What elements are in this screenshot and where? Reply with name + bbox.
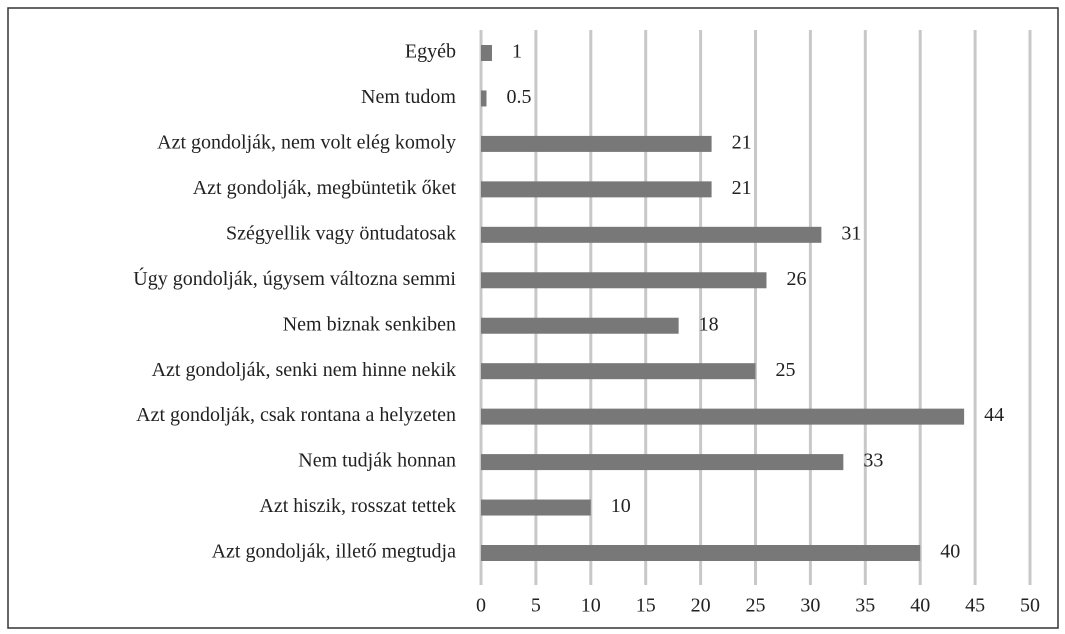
data-label: 26 xyxy=(786,268,806,290)
data-label: 31 xyxy=(841,222,861,244)
y-tick-label: Úgy gondolják, úgysem változna semmi xyxy=(133,266,456,290)
y-tick-label: Azt gondolják, csak rontana a helyzeten xyxy=(136,404,456,426)
data-label: 18 xyxy=(699,313,719,335)
y-tick-label: Nem tudják honnan xyxy=(298,450,456,472)
x-tick-label: 35 xyxy=(855,595,875,617)
bar xyxy=(481,499,591,516)
y-tick-label: Azt gondolják, nem volt elég komoly xyxy=(157,132,456,154)
data-label: 21 xyxy=(732,177,752,199)
y-tick-label: Azt gondolják, senki nem hinne nekik xyxy=(152,359,456,381)
data-label: 10 xyxy=(611,495,631,517)
x-tick-label: 50 xyxy=(1020,595,1040,617)
bar xyxy=(481,408,965,425)
bar xyxy=(481,181,712,198)
data-label: 33 xyxy=(863,450,883,472)
bar xyxy=(481,363,756,380)
bar xyxy=(481,454,844,471)
bar xyxy=(481,90,487,107)
x-tick-label: 45 xyxy=(965,595,985,617)
x-tick-label: 15 xyxy=(636,595,656,617)
bar xyxy=(481,545,921,561)
data-label: 21 xyxy=(732,132,752,154)
x-tick-label: 30 xyxy=(800,595,820,617)
y-tick-label: Egyéb xyxy=(405,41,456,63)
y-tick-label: Azt gondolják, megbüntetik őket xyxy=(193,177,457,199)
data-label: 44 xyxy=(984,404,1004,426)
y-tick-label: Azt hiszik, rosszat tettek xyxy=(259,495,456,517)
x-tick-label: 20 xyxy=(691,595,711,617)
y-tick-label: Azt gondolják, illető megtudja xyxy=(212,541,457,563)
x-tick-label: 5 xyxy=(531,595,541,617)
bar xyxy=(481,135,712,152)
chart-frame xyxy=(7,7,1059,629)
x-tick-label: 10 xyxy=(581,595,601,617)
bar xyxy=(481,45,492,61)
bar xyxy=(481,272,767,289)
data-label: 0.5 xyxy=(506,86,531,108)
y-tick-label: Szégyellik vagy öntudatosak xyxy=(226,222,456,244)
y-tick-label: Nem biznak senkiben xyxy=(283,313,456,335)
bar xyxy=(481,226,822,243)
data-label: 25 xyxy=(776,359,796,381)
bar xyxy=(481,317,679,334)
data-label: 1 xyxy=(512,41,522,63)
x-tick-label: 0 xyxy=(476,595,486,617)
x-tick-label: 40 xyxy=(910,595,930,617)
data-label: 40 xyxy=(940,541,960,563)
x-tick-label: 25 xyxy=(746,595,766,617)
y-tick-label: Nem tudom xyxy=(361,86,456,108)
